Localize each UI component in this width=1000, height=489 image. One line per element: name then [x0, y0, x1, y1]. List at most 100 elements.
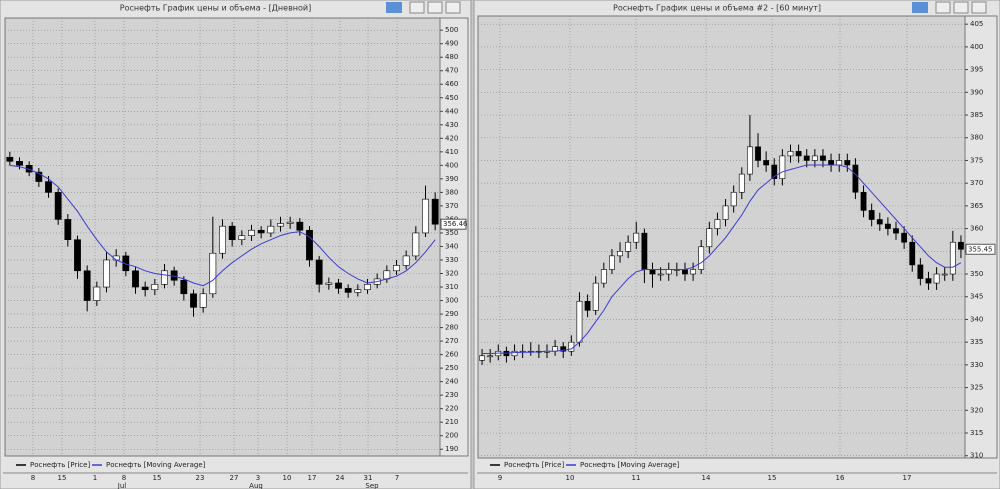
maximize-button[interactable] — [427, 1, 443, 14]
candle-body — [755, 146, 761, 161]
candle-body — [860, 191, 867, 211]
candle-body — [402, 255, 410, 266]
candle-body — [828, 160, 834, 166]
y-tick-label: 405 — [970, 20, 983, 28]
x-tick-label: 24 — [336, 474, 345, 482]
x-tick-label: 8 — [122, 474, 126, 482]
close-button[interactable] — [445, 1, 461, 14]
candle-body — [238, 235, 246, 241]
candle-body — [933, 273, 940, 284]
candle-body — [893, 228, 899, 234]
candle-body — [763, 160, 770, 166]
pin-button[interactable] — [912, 2, 928, 13]
candle-body — [706, 228, 713, 248]
candle-body — [820, 155, 826, 161]
candle-body — [479, 355, 485, 361]
candle-body — [83, 270, 91, 301]
candle-body — [315, 259, 323, 285]
candle-body — [122, 255, 130, 272]
candle-body — [219, 225, 226, 254]
close-button[interactable] — [971, 1, 987, 14]
maximize-button[interactable] — [953, 1, 969, 14]
candle-body — [141, 286, 149, 291]
month-label: Jul — [117, 482, 127, 489]
price-axis — [439, 17, 469, 457]
candle-body — [35, 171, 43, 182]
x-tick-label: 17 — [903, 474, 912, 482]
y-tick-label: 480 — [445, 53, 458, 61]
x-tick-label: 1 — [93, 474, 97, 482]
legend-label: Роснефть [Price] — [30, 461, 90, 469]
y-tick-label: 350 — [970, 270, 983, 278]
y-tick-label: 450 — [445, 94, 458, 102]
y-tick-label: 380 — [970, 134, 983, 142]
candle-body — [422, 198, 429, 234]
y-tick-label: 400 — [445, 161, 458, 169]
y-tick-label: 460 — [445, 80, 458, 88]
candle-body — [682, 269, 688, 275]
candle-body — [335, 282, 342, 289]
candle-body — [917, 264, 924, 279]
y-tick-label: 390 — [445, 175, 458, 183]
candle-body — [325, 282, 333, 285]
y-tick-label: 440 — [445, 107, 458, 115]
candle-body — [190, 293, 197, 308]
y-tick-label: 260 — [445, 351, 458, 359]
candle-body — [690, 269, 696, 275]
x-tick-label: 7 — [395, 474, 399, 482]
y-tick-label: 340 — [970, 315, 983, 323]
candle-body — [949, 241, 956, 275]
y-tick-label: 490 — [445, 40, 458, 48]
y-tick-label: 430 — [445, 121, 458, 129]
y-tick-label: 375 — [970, 156, 983, 164]
x-tick-label: 15 — [153, 474, 162, 482]
candle-body — [286, 221, 294, 224]
x-tick-label: 15 — [768, 474, 777, 482]
candle-body — [868, 210, 875, 220]
y-tick-label: 360 — [970, 225, 983, 233]
minimize-button[interactable] — [935, 1, 951, 14]
candle-body — [584, 300, 591, 311]
y-tick-label: 470 — [445, 67, 458, 75]
candle-body — [901, 232, 908, 243]
candle-body — [925, 278, 932, 284]
candle-body — [576, 300, 583, 343]
y-tick-label: 280 — [445, 324, 458, 332]
candle-body — [795, 151, 802, 157]
candle-body — [811, 155, 818, 161]
minimize-button[interactable] — [409, 1, 425, 14]
moving-average-line — [482, 164, 962, 354]
candle-body — [296, 221, 304, 231]
y-tick-label: 500 — [445, 26, 458, 34]
candle-body — [161, 270, 168, 285]
candle-body — [354, 289, 362, 293]
y-tick-label: 420 — [445, 134, 458, 142]
y-tick-label: 330 — [445, 256, 458, 264]
y-tick-label: 370 — [445, 202, 458, 210]
candle-body — [568, 341, 575, 352]
y-tick-label: 290 — [445, 310, 458, 318]
x-tick-label: 27 — [230, 474, 239, 482]
candle-body — [364, 284, 371, 291]
y-tick-label: 345 — [970, 293, 983, 301]
candle-body — [747, 146, 753, 175]
y-tick-label: 350 — [445, 229, 458, 237]
candle-body — [199, 293, 207, 308]
candle-body — [93, 286, 101, 301]
y-tick-label: 220 — [445, 405, 458, 413]
y-tick-label: 270 — [445, 337, 458, 345]
x-tick-label: 8 — [31, 474, 35, 482]
x-tick-label: 14 — [702, 474, 711, 482]
candle-body — [592, 282, 599, 311]
window-title: Роснефть График цены и объема - [Дневной… — [120, 4, 312, 13]
x-tick-label: 17 — [308, 474, 317, 482]
candle-body — [45, 181, 52, 193]
candle-body — [625, 241, 632, 252]
pin-button[interactable] — [386, 2, 402, 13]
candle-body — [609, 255, 615, 270]
x-tick-label: 10 — [283, 474, 292, 482]
candle-body — [6, 156, 14, 162]
y-tick-label: 310 — [970, 452, 983, 460]
candle-body — [431, 198, 439, 225]
month-label: Aug — [249, 482, 263, 489]
